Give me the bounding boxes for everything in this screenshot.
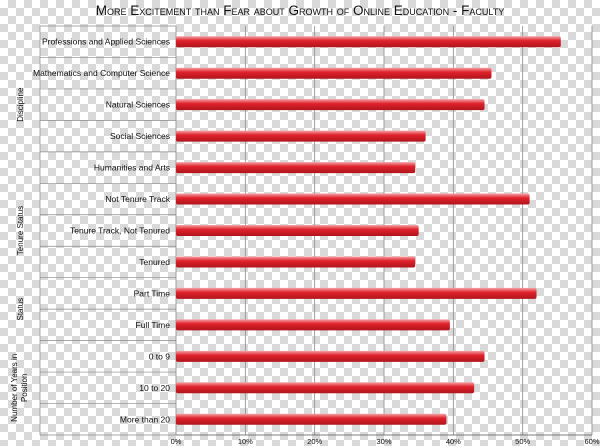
group-labels: Discipline Tenure Status Status Number of Y…: [10, 87, 29, 422]
category-label-10-to-20: 10 to 20: [139, 383, 170, 393]
bar-humanities-and-arts: [176, 162, 416, 174]
chart-title: More Excitement than Fear about Growth o…: [96, 3, 504, 18]
row-dividers: [39, 25, 592, 436]
category-label-professions-and-applied-sciences: Professions and Applied Sciences: [42, 37, 170, 47]
category-label-part-time: Part Time: [134, 288, 171, 298]
category-label-mathematics-and-computer-science: Mathematics and Computer Science: [33, 68, 170, 78]
bar-10-to-20: [176, 382, 475, 394]
bar-natural-sciences: [176, 99, 485, 111]
x-axis-ticks: 0% 10% 20% 30% 40% 50% 60%: [171, 437, 600, 446]
category-label-natural-sciences: Natural Sciences: [106, 100, 170, 110]
x-tick-label-6: 60%: [584, 437, 599, 446]
x-tick-label-5: 50%: [515, 437, 530, 446]
x-tick-label-4: 40%: [446, 437, 461, 446]
bar-mathematics-and-computer-science: [176, 67, 492, 79]
category-label-social-sciences: Social Sciences: [110, 131, 170, 141]
category-label-humanities-and-arts: Humanities and Arts: [94, 163, 170, 173]
x-tick-label-0: 0%: [171, 437, 182, 446]
category-labels: Professions and Applied Sciences Mathemat…: [33, 37, 171, 425]
bar-more-than-20: [176, 413, 447, 425]
bar-social-sciences: [176, 130, 426, 142]
bar-0-to-9: [176, 350, 485, 362]
bar-tenured: [176, 256, 416, 268]
x-tick-label-3: 30%: [376, 437, 391, 446]
group-label-number-of-years-in-position: Number of Years inPosition: [10, 354, 29, 422]
category-label-full-time: Full Time: [136, 320, 171, 330]
category-label-tenure-track-not-tenured: Tenure Track, Not Tenured: [70, 226, 170, 236]
bar-part-time: [176, 287, 537, 299]
bar-not-tenure-track: [176, 193, 530, 205]
group-label-tenure-status: Tenure Status: [16, 206, 25, 255]
x-tick-label-2: 20%: [307, 437, 322, 446]
category-label-tenured: Tenured: [139, 257, 170, 267]
category-label-0-to-9: 0 to 9: [149, 351, 171, 361]
bar-professions-and-applied-sciences: [176, 36, 561, 48]
bar-full-time: [176, 319, 450, 331]
group-label-discipline: Discipline: [16, 87, 25, 122]
bars: [176, 36, 561, 425]
category-label-more-than-20: More than 20: [120, 414, 170, 424]
x-tick-label-1: 10%: [238, 437, 253, 446]
group-label-status: Status: [16, 298, 25, 321]
bar-tenure-track-not-tenured: [176, 225, 419, 236]
category-label-not-tenure-track: Not Tenure Track: [105, 194, 170, 204]
